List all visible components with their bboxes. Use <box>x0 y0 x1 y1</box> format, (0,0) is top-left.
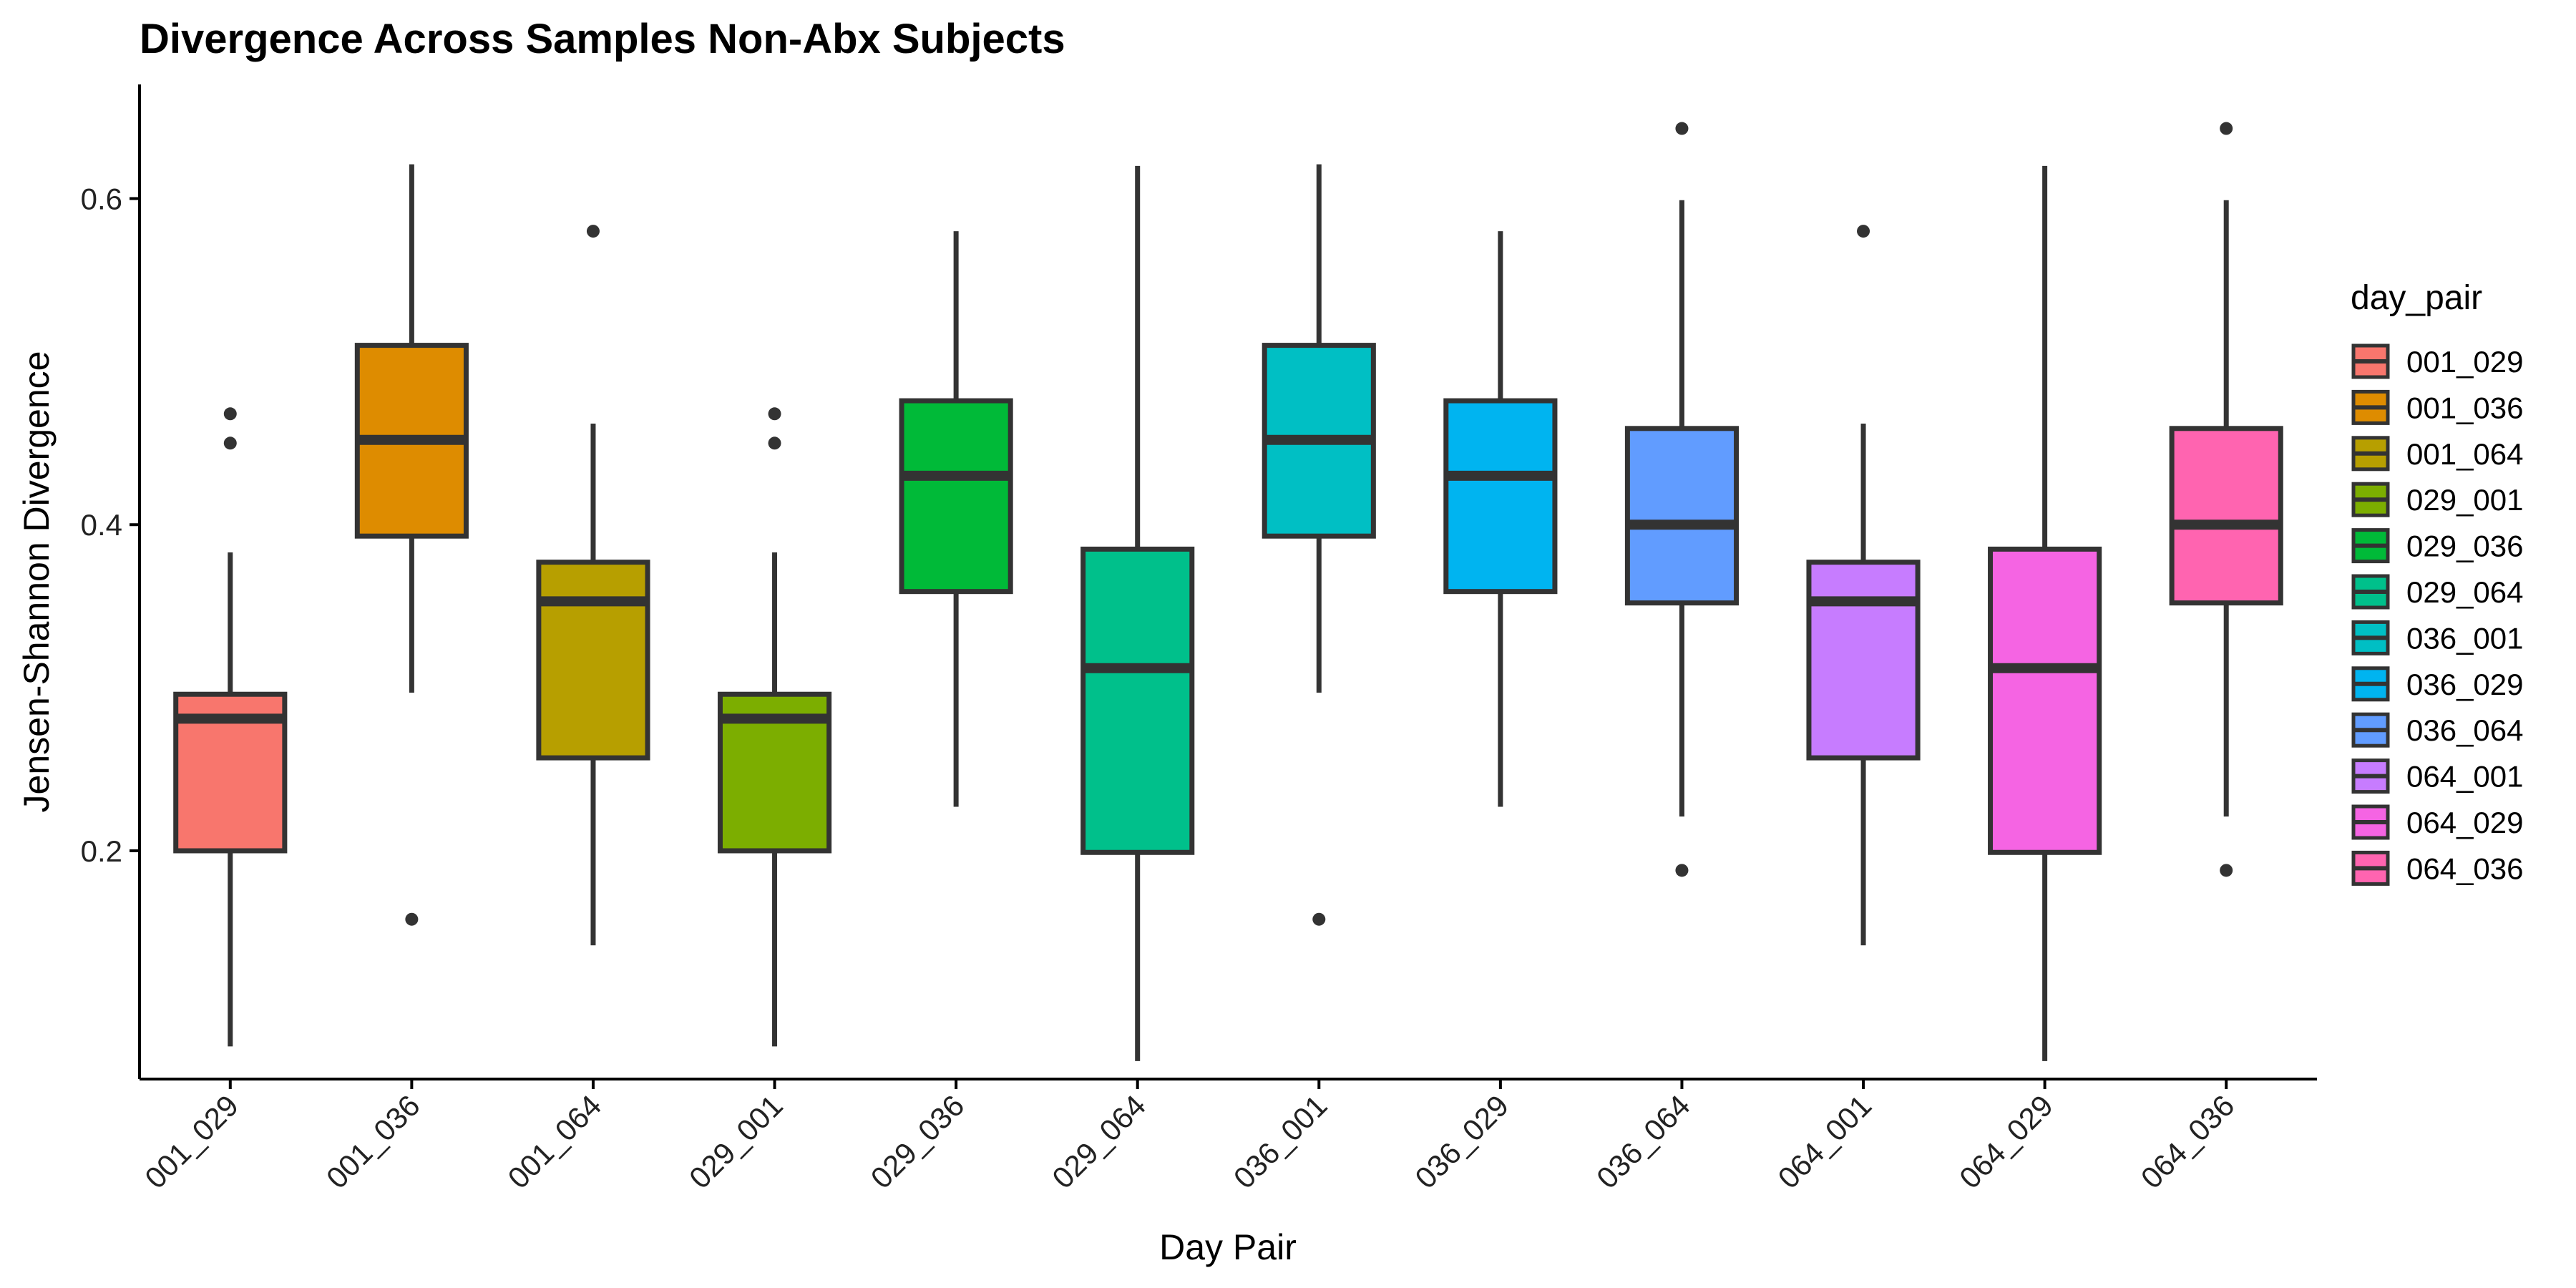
legend-item-001_036: 001_036 <box>2351 389 2524 425</box>
outlier-point <box>1857 225 1870 238</box>
legend-title: day_pair <box>2351 279 2482 317</box>
legend-label: 029_036 <box>2406 530 2524 563</box>
x-tick-label: 001_029 <box>138 1088 245 1195</box>
outlier-point <box>1675 122 1689 135</box>
x-axis-title: Day Pair <box>1159 1227 1297 1267</box>
iqr-box <box>1624 426 1740 606</box>
legend-label: 029_064 <box>2406 575 2524 609</box>
legend-label: 036_029 <box>2406 668 2524 701</box>
axes <box>138 84 2317 1080</box>
legend-label: 001_036 <box>2406 391 2524 424</box>
legend: day_pair 001_029 001_036 001_064 029_001 029… <box>2351 279 2524 886</box>
x-tick-label: 036_064 <box>1590 1088 1697 1195</box>
legend-item-064_036: 064_036 <box>2351 850 2524 886</box>
legend-item-036_064: 036_064 <box>2351 712 2524 748</box>
legend-label: 029_001 <box>2406 483 2524 517</box>
box-029_064 <box>1080 165 1195 1061</box>
box-064_029 <box>1988 165 2102 1061</box>
iqr-box <box>1988 546 2102 855</box>
box-036_029 <box>1443 231 1558 807</box>
outlier-point <box>405 912 419 926</box>
x-tick-label: 036_029 <box>1408 1088 1515 1195</box>
legend-item-001_029: 001_029 <box>2351 343 2524 379</box>
box-036_001 <box>1262 164 1376 926</box>
x-tick-label: 001_036 <box>320 1088 426 1195</box>
box-029_001 <box>717 407 832 1047</box>
legend-item-029_064: 029_064 <box>2351 574 2524 610</box>
x-tick-label: 064_036 <box>2135 1088 2241 1195</box>
legend-label: 064_001 <box>2406 760 2524 794</box>
outlier-point <box>223 436 237 450</box>
legend-item-029_001: 029_001 <box>2351 482 2524 517</box>
y-tick-label: 0.2 <box>81 834 122 868</box>
iqr-box <box>1806 560 1921 761</box>
outlier-point <box>2220 864 2233 877</box>
iqr-box <box>1443 398 1558 595</box>
plot-area <box>173 122 2283 1061</box>
legend-label: 064_029 <box>2406 806 2524 839</box>
legend-item-029_036: 029_036 <box>2351 528 2524 564</box>
x-tick-label: 029_064 <box>1045 1088 1152 1195</box>
y-tick-label: 0.6 <box>81 182 122 216</box>
iqr-box <box>1080 546 1195 855</box>
x-tick-label: 029_036 <box>864 1088 971 1195</box>
outlier-point <box>2220 122 2233 135</box>
box-001_064 <box>536 225 650 946</box>
legend-item-064_029: 064_029 <box>2351 804 2524 840</box>
outlier-point <box>768 436 781 450</box>
legend-label: 036_001 <box>2406 621 2524 655</box>
x-ticks: 001_029 001_036 001_064 029_001 029_036 029_0… <box>138 1079 2241 1195</box>
legend-item-064_001: 064_001 <box>2351 758 2524 794</box>
y-tick-label: 0.4 <box>81 508 122 542</box>
legend-item-036_029: 036_029 <box>2351 666 2524 702</box>
outlier-point <box>223 407 237 421</box>
x-tick-label: 029_001 <box>683 1088 789 1195</box>
x-tick-label: 064_001 <box>1772 1088 1878 1195</box>
box-001_036 <box>354 164 469 926</box>
box-036_064 <box>1624 122 1740 877</box>
box-001_029 <box>173 407 288 1047</box>
legend-label: 001_029 <box>2406 345 2524 379</box>
outlier-point <box>768 407 781 421</box>
legend-label: 001_064 <box>2406 437 2524 471</box>
iqr-box <box>2169 426 2283 606</box>
legend-items: 001_029 001_036 001_064 029_001 029_036 029_0… <box>2351 343 2524 886</box>
outlier-point <box>586 225 600 238</box>
y-ticks: 0.2 0.4 0.6 <box>81 182 140 868</box>
x-tick-label: 001_064 <box>501 1088 608 1195</box>
box-029_036 <box>899 231 1013 807</box>
iqr-box <box>899 398 1013 595</box>
legend-item-001_064: 001_064 <box>2351 436 2524 472</box>
x-tick-label: 036_001 <box>1227 1088 1334 1195</box>
legend-label: 064_036 <box>2406 852 2524 885</box>
x-tick-label: 064_029 <box>1953 1088 2059 1195</box>
legend-label: 036_064 <box>2406 713 2524 747</box>
box-064_036 <box>2169 122 2283 877</box>
y-axis-title: Jensen-Shannon Divergence <box>16 351 57 813</box>
iqr-box <box>536 560 650 761</box>
legend-item-036_001: 036_001 <box>2351 620 2524 655</box>
outlier-point <box>1312 912 1326 926</box>
chart-title: Divergence Across Samples Non-Abx Subjec… <box>140 16 1065 62</box>
box-064_001 <box>1806 225 1921 946</box>
outlier-point <box>1675 864 1689 877</box>
